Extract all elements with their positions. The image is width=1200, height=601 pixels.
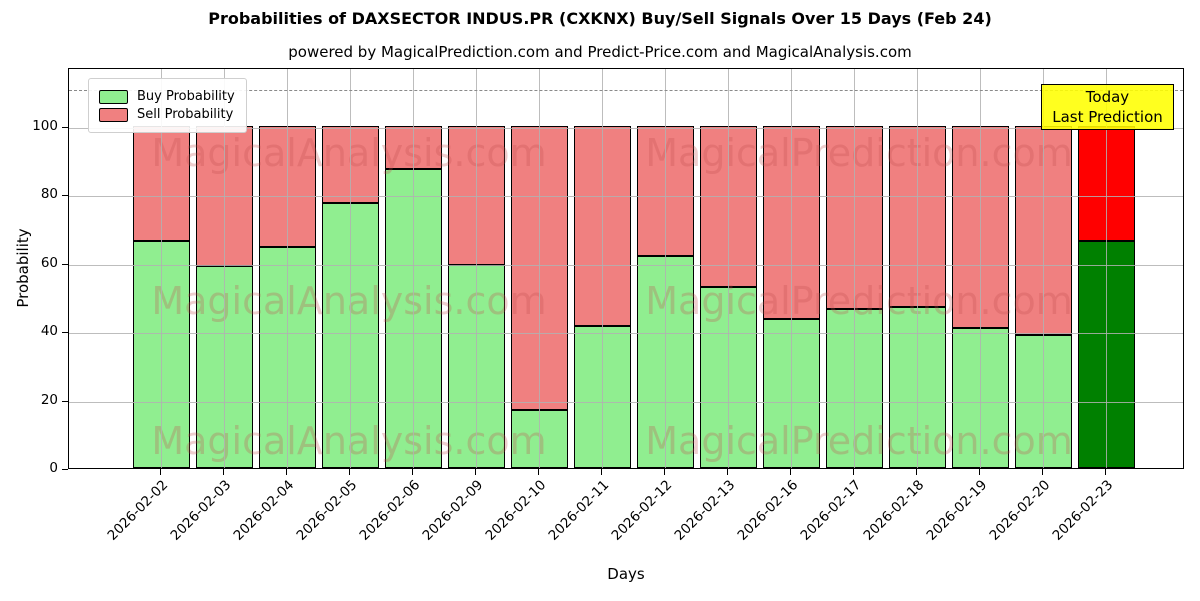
y-tick-label: 100 (32, 118, 58, 134)
watermark-text: MagicalPrediction.com (645, 419, 1073, 463)
v-gridline (413, 69, 414, 468)
today-annotation-line-2: Last Prediction (1052, 108, 1163, 126)
v-gridline (980, 69, 981, 468)
v-gridline (854, 69, 855, 468)
x-tick (538, 469, 539, 475)
x-tick (349, 469, 350, 475)
v-gridline (1106, 69, 1107, 468)
y-tick (62, 127, 68, 128)
x-tick (1105, 469, 1106, 475)
y-tick-label: 20 (40, 391, 58, 408)
legend: Buy Probability Sell Probability (88, 78, 247, 133)
x-axis-label: Days (607, 565, 645, 583)
watermark-text: MagicalAnalysis.com (151, 131, 547, 175)
x-tick (286, 469, 287, 475)
y-tick (62, 400, 68, 402)
v-gridline (791, 69, 792, 468)
v-gridline (161, 69, 162, 468)
v-gridline (350, 69, 351, 468)
today-annotation: Today Last Prediction (1041, 84, 1174, 130)
v-gridline (476, 69, 477, 468)
v-gridline (602, 69, 603, 468)
x-tick (601, 469, 602, 475)
h-gridline (69, 196, 1183, 198)
plot-area: Buy Probability Sell Probability Today L… (68, 68, 1184, 469)
legend-item-sell: Sell Probability (99, 107, 235, 122)
y-tick (62, 195, 68, 197)
y-tick (62, 263, 68, 265)
today-annotation-line-1: Today (1085, 88, 1130, 106)
v-gridline (665, 69, 666, 468)
x-tick (916, 469, 917, 475)
h-gridline (69, 128, 1183, 129)
x-tick (160, 469, 161, 475)
legend-label-sell: Sell Probability (137, 107, 234, 122)
x-tick (412, 469, 413, 475)
v-gridline (287, 69, 288, 468)
legend-label-buy: Buy Probability (137, 89, 235, 104)
x-tick (223, 469, 224, 475)
v-gridline (539, 69, 540, 468)
y-tick-label: 60 (40, 254, 58, 271)
y-tick-label: 0 (49, 460, 58, 476)
watermark-text: MagicalAnalysis.com (151, 419, 547, 463)
watermark-text: MagicalPrediction.com (645, 131, 1073, 175)
v-gridline (917, 69, 918, 468)
x-tick (979, 469, 980, 475)
figure-subtitle: powered by MagicalPrediction.com and Pre… (288, 43, 912, 61)
watermark-text: MagicalPrediction.com (645, 279, 1073, 323)
v-gridline (1043, 69, 1044, 468)
x-tick (1042, 469, 1043, 475)
x-tick (790, 469, 791, 475)
y-tick (62, 332, 68, 334)
buy-swatch-icon (99, 89, 128, 104)
x-tick (727, 469, 728, 475)
watermark-text: MagicalAnalysis.com (151, 279, 547, 323)
h-gridline (69, 401, 1183, 403)
sell-swatch-icon (99, 107, 128, 122)
x-tick (853, 469, 854, 475)
x-tick (475, 469, 476, 475)
reference-line (69, 90, 1183, 92)
figure-title: Probabilities of DAXSECTOR INDUS.PR (CXK… (208, 9, 992, 28)
h-gridline (69, 264, 1183, 266)
v-gridline (224, 69, 225, 468)
y-tick-label: 40 (40, 323, 58, 340)
y-tick-label: 80 (40, 186, 58, 203)
y-tick (62, 469, 68, 470)
h-gridline (69, 333, 1183, 335)
legend-item-buy: Buy Probability (99, 89, 235, 104)
v-gridline (728, 69, 729, 468)
x-tick (664, 469, 665, 475)
